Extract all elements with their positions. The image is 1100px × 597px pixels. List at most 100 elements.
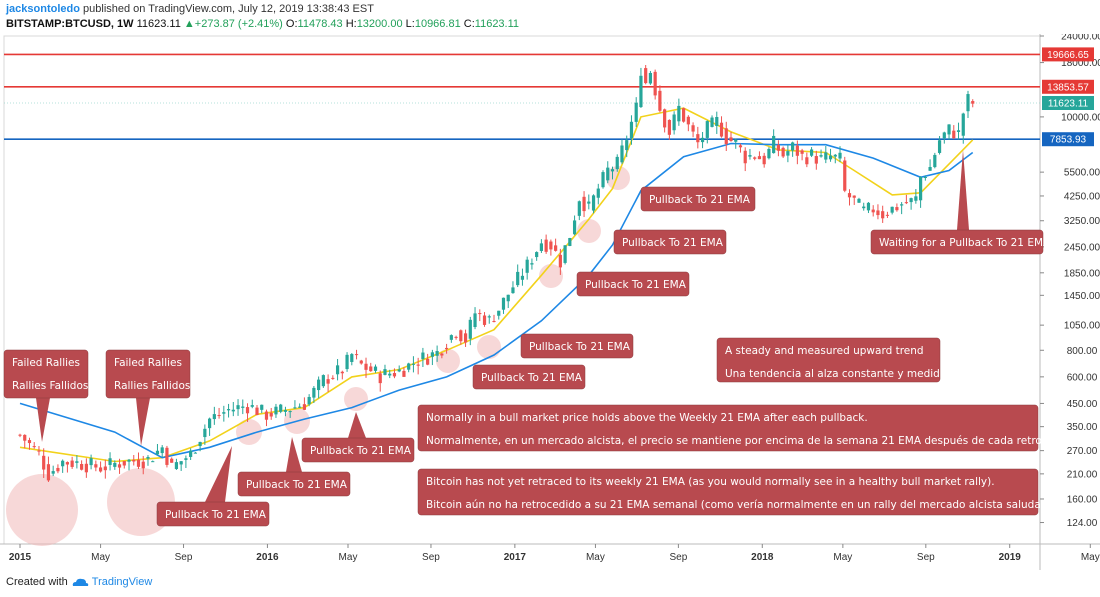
candle-body [530, 263, 534, 265]
callout-box [870, 229, 1044, 255]
candle-body [568, 237, 572, 246]
pullback-callout-6: Pullback To 21 EMA [561, 271, 690, 297]
symbol-label[interactable]: BITSTAMP:BTCUSD, 1W [6, 18, 134, 30]
highlight-circle [6, 474, 78, 546]
candle-body [430, 352, 434, 357]
candle-body [397, 369, 401, 372]
candle-body [98, 467, 103, 472]
candle-body [203, 428, 207, 438]
candle-body [402, 370, 406, 377]
x-tick-label: 2016 [256, 552, 279, 563]
candle-body [700, 137, 705, 143]
candle-body [411, 363, 416, 365]
callout-text: Waiting for a Pullback To 21 EMA [879, 237, 1051, 249]
candle-body [122, 461, 126, 466]
candle-body [335, 365, 340, 375]
candle-body [971, 101, 975, 104]
candle-body [388, 373, 392, 376]
y-tick-label: 24000.00 [1061, 34, 1100, 43]
price-tag-label: 7853.93 [1050, 135, 1087, 146]
candle-body [321, 375, 325, 387]
callout-box [520, 333, 634, 359]
candle-body [582, 196, 586, 212]
candle-body [819, 155, 823, 157]
x-tick-label: May [339, 552, 358, 563]
callout-pointer [286, 437, 302, 472]
y-tick-label: 10000.00 [1061, 112, 1100, 123]
candle-body [383, 369, 387, 375]
price-chart[interactable]: 24000.00 18000.00 10000.00 5500.00 4250.00 32… [0, 34, 1100, 570]
candle-body [141, 461, 145, 469]
y-tick-label: 350.00 [1067, 422, 1098, 433]
candle-body [492, 321, 496, 323]
candle-body [61, 460, 65, 467]
candle-body [65, 462, 69, 465]
candle-body [497, 310, 501, 316]
candle-body [871, 209, 875, 213]
candle-body [710, 117, 714, 127]
candle-body [696, 134, 700, 143]
candle-body [416, 364, 420, 366]
candle-body [644, 68, 648, 84]
candle-body [421, 352, 425, 360]
candle-body [174, 462, 179, 470]
candle-body [298, 406, 302, 408]
candle-body [516, 271, 520, 286]
pullback-callout-8: Pullback To 21 EMA [626, 182, 756, 212]
created-with-text: Created with [6, 576, 68, 588]
callout-pointer [957, 150, 969, 230]
candle-body [601, 172, 605, 188]
candle-body [862, 206, 866, 209]
candle-body [658, 90, 662, 111]
candle-body [151, 461, 155, 463]
candle-body [691, 125, 695, 132]
chart-area[interactable]: 24000.00 18000.00 10000.00 5500.00 4250.00 32… [0, 34, 1100, 570]
candle-body [326, 379, 330, 384]
y-tick-label: 800.00 [1067, 346, 1098, 357]
callout-box [472, 364, 586, 390]
candle-body [440, 353, 444, 356]
candle-body [463, 333, 468, 343]
tradingview-brand[interactable]: TradingView [91, 576, 153, 588]
y-tick-label: 1450.00 [1064, 291, 1100, 302]
candle-body [838, 152, 842, 159]
candle-body [478, 313, 482, 315]
y-tick-label: 160.00 [1067, 494, 1098, 505]
chart-header: jacksontoledo published on TradingView.c… [0, 0, 1100, 34]
candle-body [800, 150, 804, 154]
candle-body [525, 259, 529, 273]
candle-body [250, 405, 254, 407]
candle-body [75, 461, 79, 463]
author-link[interactable]: jacksontoledo [6, 3, 80, 15]
candle-body [264, 411, 269, 420]
candle-body [392, 373, 397, 377]
candle-body [226, 409, 231, 411]
candle-body [473, 313, 477, 328]
candle-body [155, 450, 160, 455]
highlight-circle [477, 335, 501, 359]
candle-body [445, 347, 449, 350]
candle-body [160, 447, 164, 454]
x-tick-label: 2017 [504, 552, 527, 563]
pullback-callout-4: Pullback To 21 EMA [453, 352, 586, 390]
callout-text: Pullback To 21 EMA [649, 194, 751, 206]
candle-body [184, 458, 188, 460]
callout-pointer [205, 446, 232, 502]
y-tick-label: 1850.00 [1064, 268, 1100, 279]
candle-body [136, 459, 141, 467]
candle-body [94, 464, 98, 468]
callout-text-es: Rallies Fallidos [114, 380, 190, 392]
candle-body [682, 108, 686, 122]
candle-body [961, 113, 965, 136]
candle-body [781, 147, 785, 157]
candle-body [824, 152, 828, 160]
y-tick-label: 2450.00 [1064, 242, 1100, 253]
candle-body [165, 447, 169, 465]
candle-body [317, 379, 321, 391]
candle-body [843, 160, 847, 191]
candle-body [241, 406, 245, 408]
candle-body [587, 201, 591, 204]
candle-body [293, 407, 297, 409]
candle-body [914, 196, 918, 201]
candle-body [890, 206, 894, 213]
